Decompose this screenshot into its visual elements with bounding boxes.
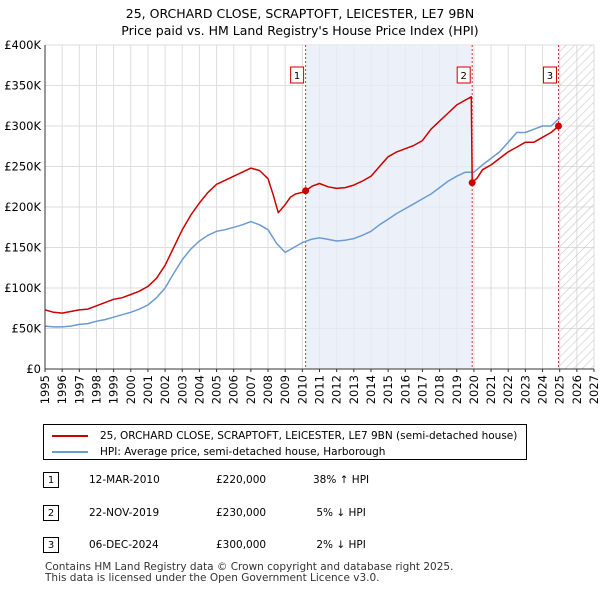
legend: 25, ORCHARD CLOSE, SCRAPTOFT, LEICESTER,… (43, 424, 527, 460)
x-tick-label: 1995 (38, 375, 52, 404)
annotation-label: 3 (547, 71, 553, 82)
x-tick-label: 2009 (278, 375, 292, 404)
x-tick-label: 2027 (587, 375, 600, 404)
sale-price: £230,000 (216, 507, 267, 519)
x-tick-label: 2025 (553, 375, 567, 404)
x-tick-label: 2017 (415, 375, 429, 404)
y-tick-label: £400K (4, 38, 41, 52)
x-tick-label: 1997 (72, 375, 86, 404)
y-tick-label: £200K (4, 200, 41, 214)
x-tick-label: 2012 (330, 375, 344, 404)
x-tick-label: 2007 (244, 375, 258, 404)
x-tick-label: 2005 (210, 375, 224, 404)
legend-label-property: 25, ORCHARD CLOSE, SCRAPTOFT, LEICESTER,… (100, 430, 518, 442)
x-tick-label: 2022 (501, 375, 515, 404)
x-tick-label: 2026 (570, 375, 584, 404)
sale-hpi-change: 2% ↓ HPI (313, 539, 366, 551)
y-tick-label: £100K (4, 281, 41, 295)
x-tick-label: 1996 (55, 375, 69, 404)
sale-point (302, 187, 310, 195)
x-tick-label: 2006 (227, 375, 241, 404)
sale-hpi-change: 5% ↓ HPI (313, 507, 366, 519)
sale-row: 2 22-NOV-2019 £230,000 5% ↓ HPI (0, 505, 600, 525)
sale-price: £220,000 (216, 474, 267, 486)
x-tick-label: 2008 (261, 375, 275, 404)
sale-date: 12-MAR-2010 (89, 474, 160, 486)
sale-date: 06-DEC-2024 (89, 539, 159, 551)
chart-title: 25, ORCHARD CLOSE, SCRAPTOFT, LEICESTER,… (125, 6, 475, 21)
x-tick-label: 2024 (536, 375, 550, 404)
y-tick-label: £350K (4, 79, 41, 93)
x-tick-label: 2000 (124, 375, 138, 404)
legend-item-hpi: HPI: Average price, semi-detached house,… (52, 444, 385, 460)
annotation-labels: 1 2 3 (290, 66, 557, 84)
x-tick-label: 2021 (484, 375, 498, 404)
annotation-box (456, 66, 471, 84)
sale-number: 3 (43, 537, 59, 553)
annotation-box (542, 66, 557, 84)
x-tick-label: 2001 (141, 375, 155, 404)
hpi-series-line (45, 117, 561, 328)
sale-row: 3 06-DEC-2024 £300,000 2% ↓ HPI (0, 537, 600, 557)
x-tick-label: 1999 (107, 375, 121, 404)
annotation-box (290, 66, 305, 84)
footer-copyright: Contains HM Land Registry data © Crown c… (45, 561, 454, 573)
sale-point (468, 179, 476, 187)
x-tick-label: 2019 (450, 375, 464, 404)
y-tick-label: £300K (4, 119, 41, 133)
legend-swatch-property (52, 435, 88, 437)
sale-point (554, 122, 562, 130)
sale-date: 22-NOV-2019 (89, 507, 160, 519)
x-tick-label: 2011 (313, 375, 327, 404)
footer-licence: This data is licensed under the Open Gov… (45, 572, 380, 584)
legend-label-hpi: HPI: Average price, semi-detached house,… (100, 446, 386, 458)
y-tick-label: £0 (26, 362, 41, 376)
sale-hpi-change: 38% ↑ HPI (313, 474, 370, 486)
x-tick-label: 2010 (295, 375, 309, 404)
sale-row: 1 12-MAR-2010 £220,000 38% ↑ HPI (0, 472, 600, 492)
annotation-label: 2 (461, 71, 467, 82)
chart-subtitle: Price paid vs. HM Land Registry's House … (121, 23, 479, 38)
x-tick-label: 2014 (364, 375, 378, 404)
x-tick-label: 2002 (158, 375, 172, 404)
x-tick-label: 2020 (467, 375, 481, 404)
legend-swatch-hpi (52, 451, 88, 453)
x-tick-label: 2004 (192, 375, 206, 404)
chart-title-block: 25, ORCHARD CLOSE, SCRAPTOFT, LEICESTER,… (0, 5, 600, 39)
legend-item-property: 25, ORCHARD CLOSE, SCRAPTOFT, LEICESTER,… (52, 428, 517, 444)
y-tick-label: £150K (4, 241, 41, 255)
x-axis: 1995 1996 1997 1998 1999 2000 2001 2002 2003 2004… (38, 368, 600, 404)
sale-points (302, 122, 562, 195)
footer: Contains HM Land Registry data © Crown c… (45, 562, 453, 584)
y-tick-label: £250K (4, 160, 41, 174)
period-shade (305, 45, 473, 369)
x-tick-label: 2015 (381, 375, 395, 404)
x-tick-label: 1998 (89, 375, 103, 404)
x-tick-label: 2023 (518, 375, 532, 404)
y-tick-label: £50K (12, 322, 42, 336)
price-chart: 1 2 3 £0 £50K £100K £150K £200K £250K £300K £350K… (4, 38, 600, 404)
x-tick-label: 2018 (433, 375, 447, 404)
y-axis: £0 £50K £100K £150K £200K £250K £300K £350K £400… (4, 38, 46, 376)
sale-markers-lines (305, 45, 559, 369)
x-tick-label: 2013 (347, 375, 361, 404)
x-tick-label: 2003 (175, 375, 189, 404)
annotation-label: 1 (294, 71, 300, 82)
sale-price: £300,000 (216, 539, 267, 551)
sale-number: 1 (43, 472, 59, 488)
x-tick-label: 2016 (398, 375, 412, 404)
sale-number: 2 (43, 505, 59, 521)
forecast-hatch (559, 45, 594, 369)
